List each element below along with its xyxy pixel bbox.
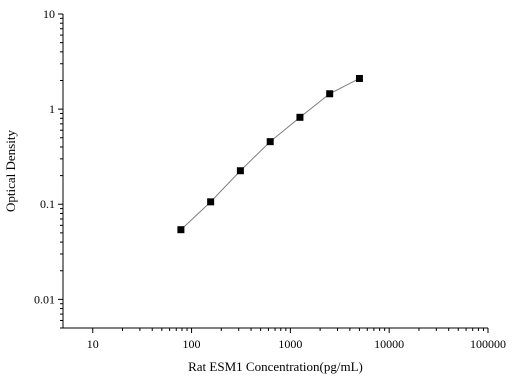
x-tick-label: 100 (183, 337, 201, 351)
x-axis-ticks: 10 100 1000 10000 100000 (87, 328, 506, 351)
x-tick-label: 10 (87, 337, 99, 351)
x-axis-title: Rat ESM1 Concentration(pg/mL) (188, 359, 363, 374)
data-point (177, 226, 185, 234)
data-point (266, 138, 274, 146)
y-tick-label: 0.01 (34, 292, 55, 306)
y-axis-ticks: 0.01 0.1 1 10 (34, 7, 63, 329)
data-point (326, 90, 334, 98)
y-axis-title: Optical Density (3, 130, 18, 212)
data-point (236, 167, 244, 175)
x-tick-label: 100000 (470, 337, 506, 351)
data-point (296, 113, 304, 121)
plot-area: 10 100 1000 10000 100000 0.01 0.1 1 10 (34, 7, 506, 351)
y-tick-label: 10 (43, 7, 55, 21)
fit-curve (180, 78, 360, 231)
data-point (355, 74, 363, 82)
x-tick-label: 10000 (374, 337, 404, 351)
data-point (207, 198, 215, 206)
y-tick-label: 1 (49, 102, 55, 116)
x-tick-label: 1000 (278, 337, 302, 351)
y-tick-label: 0.1 (40, 197, 55, 211)
data-points (177, 74, 363, 234)
